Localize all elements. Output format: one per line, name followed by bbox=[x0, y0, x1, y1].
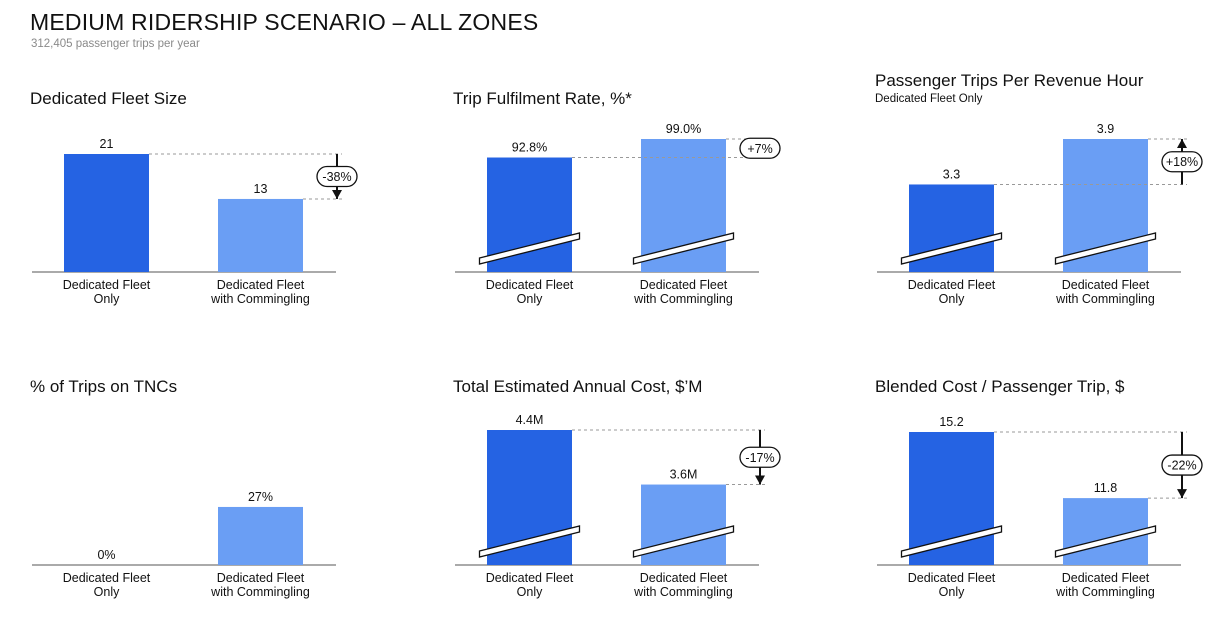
category-label: Only bbox=[939, 292, 965, 306]
bar-value-label: 21 bbox=[100, 137, 114, 151]
category-label: Dedicated Fleet bbox=[217, 278, 305, 292]
category-label: with Commingling bbox=[633, 585, 733, 599]
arrow-head-icon bbox=[1177, 489, 1187, 499]
arrow-head-icon bbox=[332, 189, 342, 199]
axis-break-mark bbox=[1054, 232, 1157, 265]
change-badge bbox=[316, 165, 358, 188]
category-label: with Commingling bbox=[1055, 585, 1155, 599]
category-label: Dedicated Fleet bbox=[640, 278, 728, 292]
change-label: -38% bbox=[322, 170, 351, 184]
chart-title: Trip Fulfilment Rate, %* bbox=[453, 89, 632, 108]
category-label: Only bbox=[517, 585, 543, 599]
bar-value-label: 11.8 bbox=[1094, 481, 1117, 495]
arrow-head-icon bbox=[755, 475, 765, 485]
bar-dedicated-fleet-commingling bbox=[641, 484, 726, 565]
category-label: Dedicated Fleet bbox=[217, 571, 305, 585]
bar-value-label: 92.8% bbox=[512, 141, 547, 155]
axis-break-mark bbox=[632, 525, 735, 558]
change-label: -22% bbox=[1167, 459, 1196, 473]
category-label: with Commingling bbox=[1055, 292, 1155, 306]
chart-panel-6: Blended Cost / Passenger Trip, $ 15.2 11.8… bbox=[875, 377, 1203, 599]
change-label: +7% bbox=[747, 142, 772, 156]
category-label: Dedicated Fleet bbox=[486, 571, 574, 585]
page-title: MEDIUM RIDERSHIP SCENARIO – ALL ZONES bbox=[30, 9, 539, 35]
change-badge bbox=[1161, 454, 1203, 476]
bar-value-label: 4.4M bbox=[516, 413, 544, 427]
category-label: Dedicated Fleet bbox=[908, 571, 996, 585]
category-label: Only bbox=[94, 585, 120, 599]
category-label: Dedicated Fleet bbox=[63, 278, 151, 292]
category-label: Dedicated Fleet bbox=[486, 278, 574, 292]
axis-break-mark bbox=[1054, 525, 1157, 558]
bar-value-label: 3.6M bbox=[670, 468, 698, 482]
chart-subtitle: Dedicated Fleet Only bbox=[875, 93, 983, 105]
chart-panel-5: Total Estimated Annual Cost, $’M 4.4M 3.6M… bbox=[453, 377, 781, 599]
category-label: Dedicated Fleet bbox=[1062, 571, 1150, 585]
chart-title: % of Trips on TNCs bbox=[30, 377, 177, 396]
change-label: +18% bbox=[1166, 155, 1198, 169]
chart-title: Blended Cost / Passenger Trip, $ bbox=[875, 377, 1125, 396]
bar-value-label: 15.2 bbox=[939, 415, 963, 429]
category-label: Only bbox=[94, 292, 120, 306]
change-badge bbox=[1161, 151, 1203, 173]
category-label: with Commingling bbox=[210, 292, 310, 306]
category-label: Only bbox=[517, 292, 543, 306]
bar-value-label: 3.3 bbox=[943, 167, 960, 181]
bar-value-label: 27% bbox=[248, 490, 273, 504]
bar-dedicated-fleet-only bbox=[64, 154, 149, 272]
change-badge bbox=[739, 446, 781, 468]
axis-break-mark bbox=[900, 232, 1003, 265]
chart-panel-3: Passenger Trips Per Revenue Hour Dedicate… bbox=[875, 71, 1203, 306]
change-badge bbox=[739, 137, 781, 159]
category-label: Dedicated Fleet bbox=[908, 278, 996, 292]
category-label: Dedicated Fleet bbox=[63, 571, 151, 585]
page-subtitle: 312,405 passenger trips per year bbox=[31, 38, 200, 50]
bar-dedicated-fleet-commingling bbox=[218, 506, 303, 565]
category-label: Dedicated Fleet bbox=[1062, 278, 1150, 292]
category-label: Only bbox=[939, 585, 965, 599]
category-label: with Commingling bbox=[633, 292, 733, 306]
arrow-head-icon bbox=[1177, 139, 1187, 148]
axis-break-mark bbox=[478, 525, 581, 558]
axis-break-mark bbox=[478, 232, 581, 265]
chart-title: Total Estimated Annual Cost, $’M bbox=[453, 377, 702, 396]
bar-value-label: 3.9 bbox=[1097, 122, 1114, 136]
category-label: Dedicated Fleet bbox=[640, 571, 728, 585]
chart-panel-2: Trip Fulfilment Rate, %* 92.8% 99.0% Dedica… bbox=[453, 89, 781, 306]
axis-break-mark bbox=[632, 232, 735, 265]
chart-title: Dedicated Fleet Size bbox=[30, 89, 187, 108]
bar-value-label: 0% bbox=[97, 548, 115, 562]
category-label: with Commingling bbox=[210, 585, 310, 599]
axis-break-mark bbox=[900, 525, 1003, 558]
bar-dedicated-fleet-commingling bbox=[218, 198, 303, 272]
chart-title: Passenger Trips Per Revenue Hour bbox=[875, 71, 1144, 90]
bar-value-label: 13 bbox=[254, 182, 268, 196]
change-label: -17% bbox=[745, 451, 774, 465]
bar-value-label: 99.0% bbox=[666, 122, 701, 136]
